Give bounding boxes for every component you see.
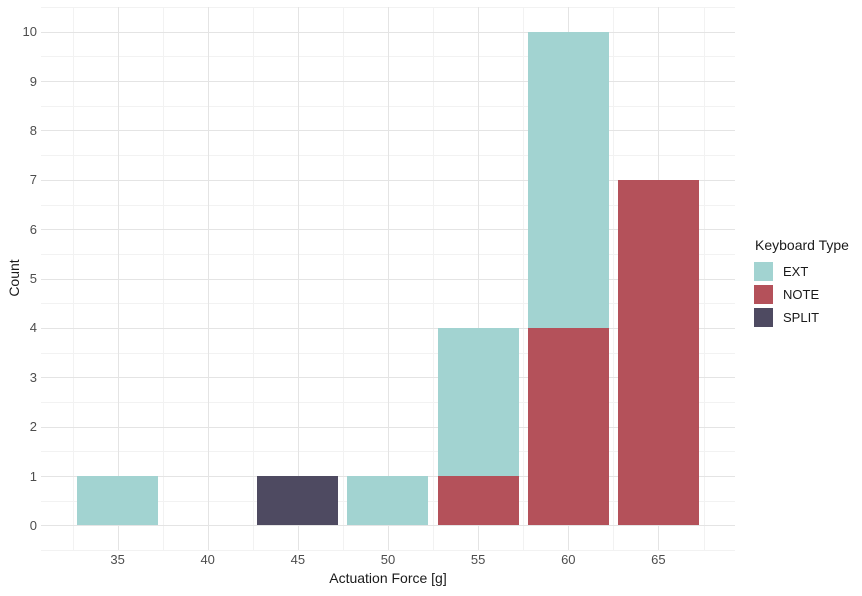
legend-item-ext: EXT: [754, 262, 849, 281]
gridline-major-vertical: [478, 7, 480, 550]
bar-segment-ext: [77, 476, 159, 526]
bar-segment-note: [437, 476, 519, 526]
legend-items: EXT NOTE SPLIT: [754, 262, 849, 327]
gridline-minor-horizontal: [41, 550, 735, 551]
x-tick-label: 65: [651, 552, 666, 567]
x-tick-label: 60: [561, 552, 576, 567]
x-tick-label: 55: [470, 552, 486, 567]
bar-segment-ext: [527, 31, 609, 328]
x-axis-title: Actuation Force [g]: [329, 570, 447, 586]
plot-panel: [41, 7, 735, 551]
gridline-major-vertical: [117, 7, 119, 550]
x-tick-label: 40: [200, 552, 215, 567]
y-tick-label: 8: [29, 122, 37, 138]
bar-segment-split: [257, 476, 339, 526]
legend-label-split: SPLIT: [783, 310, 820, 325]
legend-label-note: NOTE: [783, 287, 820, 302]
y-tick-label: 4: [29, 320, 37, 336]
bar-segment-ext: [347, 476, 429, 526]
bar-segment-note: [617, 179, 699, 526]
y-tick-label: 1: [29, 468, 37, 484]
legend-item-note: NOTE: [754, 285, 849, 304]
legend-label-ext: EXT: [783, 264, 809, 279]
gridline-major-vertical: [388, 7, 389, 550]
legend: Keyboard Type EXT NOTE SPLIT: [754, 237, 849, 331]
x-tick-label: 50: [380, 552, 396, 567]
legend-title: Keyboard Type: [755, 237, 849, 253]
legend-swatch-ext: [754, 262, 773, 281]
y-tick-label: 0: [29, 517, 37, 533]
legend-item-split: SPLIT: [754, 308, 849, 327]
bar-segment-note: [527, 327, 609, 526]
y-tick-label: 3: [29, 369, 37, 385]
legend-swatch-note: [754, 285, 773, 304]
x-tick-label: 35: [110, 552, 125, 567]
y-tick-label: 5: [29, 271, 37, 286]
y-tick-label: 9: [29, 73, 37, 89]
y-tick-label: 6: [29, 221, 37, 237]
x-tick-label: 45: [290, 552, 306, 567]
gridline-major-vertical: [207, 7, 209, 550]
legend-swatch-split: [754, 308, 773, 327]
y-tick-label: 10: [22, 24, 37, 40]
gridline-major-vertical: [297, 7, 299, 550]
y-tick-label: 2: [29, 419, 37, 435]
bar-segment-ext: [437, 327, 519, 476]
y-tick-label: 7: [29, 172, 37, 188]
